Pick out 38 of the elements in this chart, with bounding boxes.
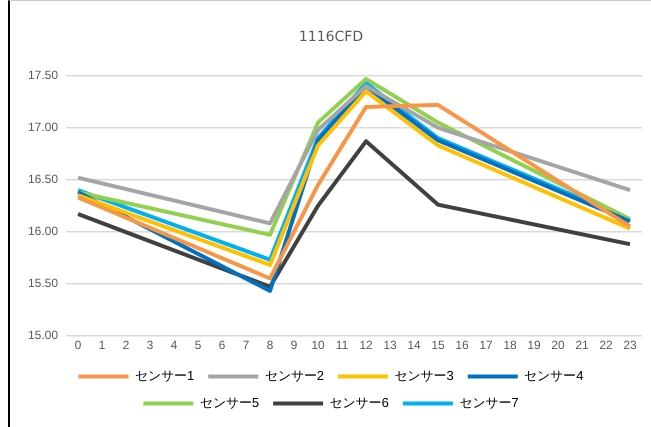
x-tick-label: 11 <box>336 338 349 352</box>
x-tick-label: 10 <box>311 338 326 352</box>
x-tick-label: 1 <box>98 338 106 352</box>
legend-label: センサー4 <box>524 368 584 384</box>
legend-label: センサー1 <box>135 368 194 384</box>
x-tick-label: 22 <box>599 338 613 352</box>
x-tick-label: 13 <box>383 338 398 352</box>
x-tick-label: 18 <box>503 338 517 352</box>
x-tick-label: 4 <box>170 338 178 352</box>
legend-label: センサー7 <box>459 395 519 410</box>
legend-label: センサー6 <box>330 395 389 410</box>
y-tick-label: 15.50 <box>28 276 58 290</box>
x-tick-label: 14 <box>407 338 422 352</box>
y-tick-label: 17.00 <box>28 120 58 134</box>
chart-title: 1116CFD <box>298 29 364 46</box>
y-tick-label: 15.00 <box>28 328 58 342</box>
legend-label: センサー2 <box>264 368 324 384</box>
x-tick-label: 20 <box>551 338 565 352</box>
x-tick-label: 17 <box>479 338 493 352</box>
x-tick-label: 2 <box>122 338 130 352</box>
x-tick-label: 19 <box>527 338 541 352</box>
x-tick-label: 15 <box>431 338 446 352</box>
y-tick-label: 16.00 <box>28 224 58 238</box>
x-tick-label: 6 <box>218 338 226 352</box>
x-tick-label: 8 <box>266 338 274 352</box>
x-tick-label: 23 <box>623 338 637 352</box>
x-tick-label: 12 <box>359 338 374 352</box>
x-tick-label: 3 <box>146 338 154 352</box>
y-tick-label: 16.50 <box>28 172 58 186</box>
x-tick-label: 16 <box>455 338 470 352</box>
x-tick-label: 5 <box>194 338 202 352</box>
legend-label: センサー5 <box>200 395 260 410</box>
x-tick-label: 0 <box>74 338 82 352</box>
x-tick-label: 21 <box>575 338 589 352</box>
x-tick-label: 7 <box>242 338 250 352</box>
legend-label: センサー3 <box>394 368 454 384</box>
x-tick-label: 9 <box>290 338 298 352</box>
y-tick-label: 17.50 <box>28 68 58 82</box>
